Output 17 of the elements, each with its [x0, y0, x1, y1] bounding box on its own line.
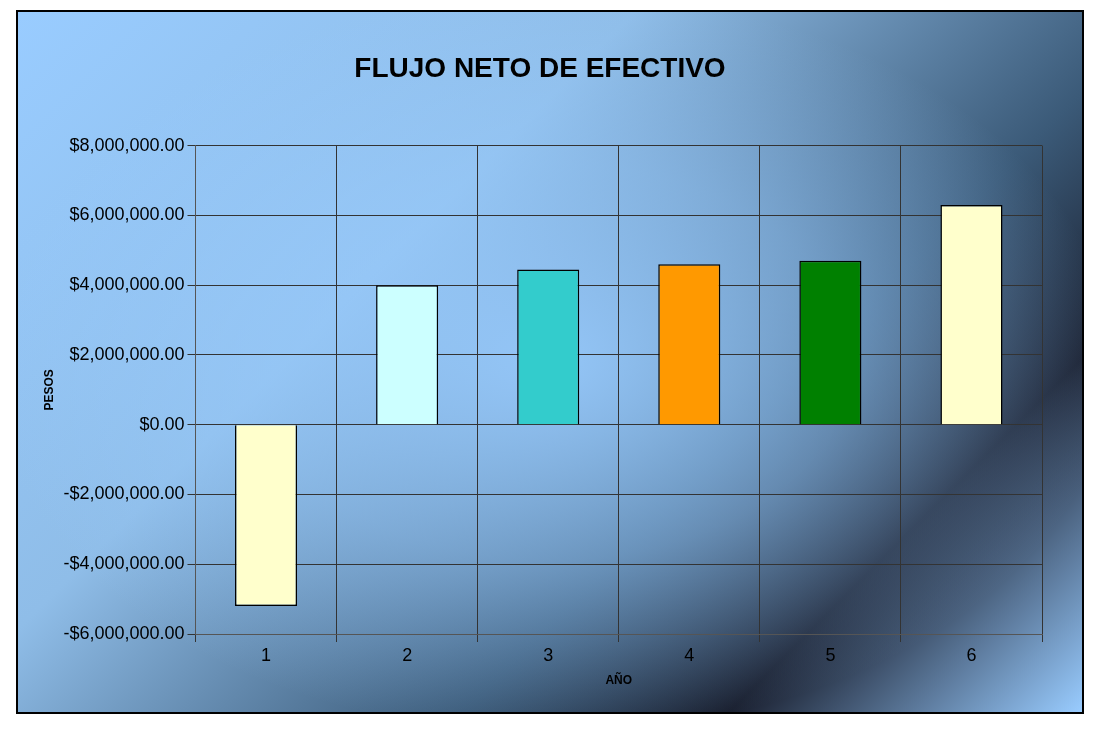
x-tick-label: 2	[402, 644, 413, 665]
x-tick-label: 4	[684, 644, 695, 665]
y-tick-label: $4,000,000.00	[69, 274, 185, 295]
x-tick-label: 1	[261, 644, 272, 665]
y-tick-label: -$2,000,000.00	[63, 483, 185, 504]
y-tick-label: $8,000,000.00	[69, 134, 185, 155]
y-tick-label: $2,000,000.00	[69, 343, 185, 364]
y-tick-label: -$4,000,000.00	[63, 553, 185, 574]
x-tick-label: 3	[543, 644, 554, 665]
x-axis-title: AÑO	[605, 672, 633, 688]
chart-title: FLUJO NETO DE EFECTIVO	[354, 51, 726, 83]
y-tick-label: $6,000,000.00	[69, 204, 185, 225]
y-axis-title: PESOS	[41, 369, 56, 411]
x-tick-label: 5	[825, 644, 836, 665]
y-tick-label: $0.00	[139, 413, 185, 434]
y-tick-label: -$6,000,000.00	[63, 622, 185, 643]
x-tick-label: 6	[966, 644, 977, 665]
